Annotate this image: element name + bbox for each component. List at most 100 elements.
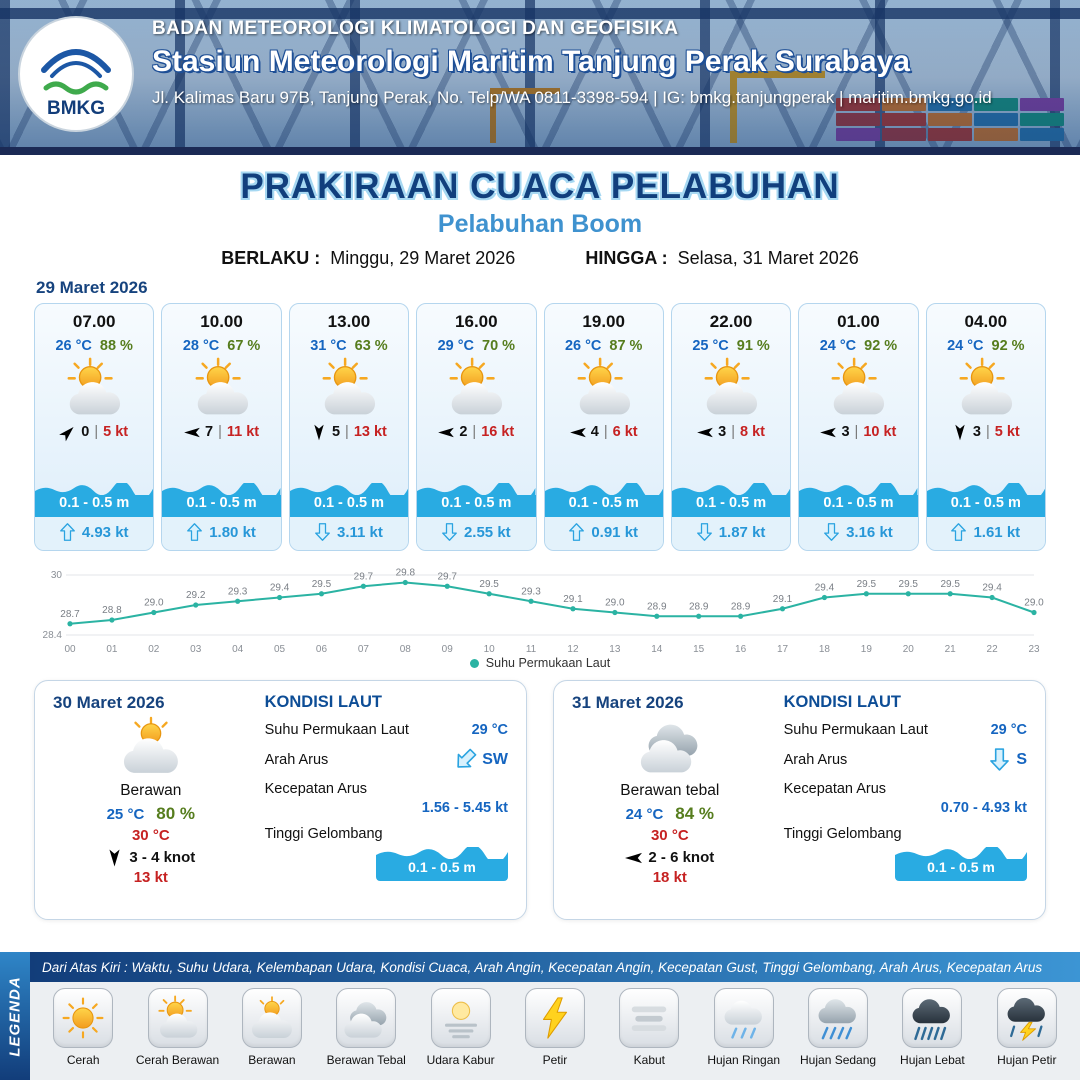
air-temperature: 26 °C: [564, 338, 602, 354]
air-temperature: 28 °C: [182, 338, 220, 354]
svg-text:28.8: 28.8: [102, 605, 122, 616]
wind-row: 5 | 13 kt: [311, 424, 387, 440]
port-name: Pelabuhan Boom: [437, 210, 643, 238]
gust-speed: 13 kt: [133, 869, 168, 886]
svg-text:18: 18: [819, 644, 831, 655]
legend-item: Berawan Tebal: [320, 988, 412, 1067]
wave-height: 0.1 - 0.5 m: [671, 495, 791, 517]
svg-text:29.7: 29.7: [354, 571, 374, 582]
forecast-cards-row: 07.00 26 °C 88 % 0 | 5 kt 0.1 - 0.5 m 4.…: [0, 303, 1080, 551]
legend-item: Cerah: [37, 988, 129, 1067]
sea-condition-title: KONDISI LAUT: [783, 693, 901, 711]
weather-icon: [155, 995, 201, 1041]
current-direction-arrow-icon: [442, 523, 457, 541]
svg-text:17: 17: [777, 644, 789, 655]
forecast-card: 10.00 28 °C 67 % 7 | 11 kt 0.1 - 0.5 m 1…: [161, 303, 282, 551]
forecast-time: 22.00: [709, 312, 753, 331]
svg-text:30: 30: [51, 570, 63, 581]
wind-direction-arrow-icon: [570, 427, 586, 438]
svg-text:28.7: 28.7: [60, 609, 80, 620]
container-stack-illustration: [836, 98, 1068, 141]
divider: |: [345, 424, 349, 440]
svg-text:29.3: 29.3: [521, 586, 541, 597]
max-temperature: 30 °C: [131, 827, 170, 844]
gust-speed: 5 kt: [994, 424, 1020, 440]
bmkg-logo: BMKG: [18, 16, 134, 132]
forecast-time: 01.00: [837, 312, 880, 331]
legend-item-label: Cerah Berawan: [135, 1053, 220, 1067]
wind-speed: 5: [331, 424, 341, 440]
validity-from-value: Minggu, 29 Maret 2026: [330, 248, 516, 268]
sst-label: Suhu Permukaan Laut: [783, 722, 928, 738]
svg-text:21: 21: [945, 644, 957, 655]
legend-items-row: Cerah Cerah Berawan Berawan Berawan Teba…: [30, 982, 1080, 1067]
wave-height: 0.1 - 0.5 m: [289, 495, 409, 517]
header-bottom-bar: [0, 147, 1080, 155]
svg-text:29.3: 29.3: [228, 586, 248, 597]
legend-icon-card: [713, 988, 774, 1048]
gust-speed: 11 kt: [226, 424, 260, 440]
wave-height: 0.1 - 0.5 m: [544, 495, 663, 517]
legend-icon-card: [902, 988, 963, 1048]
svg-text:29.5: 29.5: [857, 579, 877, 590]
sst-label: Suhu Permukaan Laut: [264, 722, 409, 738]
wind-row: 3 - 4 knot: [106, 849, 195, 866]
legend-item: Hujan Sedang: [792, 988, 884, 1067]
current-row: 2.55 kt: [417, 517, 536, 550]
wave-height: 0.1 - 0.5 m: [417, 495, 536, 517]
legend-icon-card: [996, 988, 1057, 1048]
forecast-card: 07.00 26 °C 88 % 0 | 5 kt 0.1 - 0.5 m 4.…: [34, 303, 155, 551]
legend-icon-card: [808, 988, 869, 1048]
current-speed: 3.16 kt: [846, 523, 893, 541]
legend-item-label: Berawan Tebal: [326, 1053, 406, 1067]
legend-item: Petir: [509, 988, 601, 1067]
legend-item-label: Hujan Lebat: [900, 1053, 965, 1067]
weather-icon: [827, 357, 889, 419]
current-direction-value: S: [1016, 750, 1027, 768]
wind-row: 0 | 5 kt: [60, 424, 128, 440]
legend-item-label: Udara Kabur: [426, 1053, 495, 1067]
org-name: BADAN METEOROLOGI KLIMATOLOGI DAN GEOFIS…: [152, 18, 679, 39]
svg-text:29.5: 29.5: [899, 579, 919, 590]
wave-section: 0.1 - 0.5 m: [289, 483, 409, 517]
humidity-value: 92 %: [991, 338, 1025, 354]
air-temperature: 29 °C: [437, 338, 474, 354]
legend-item: Berawan: [226, 988, 318, 1067]
forecast-card: 01.00 24 °C 92 % 3 | 10 kt 0.1 - 0.5 m 3…: [798, 303, 919, 551]
weather-icon: [721, 995, 767, 1041]
legend-item: Hujan Ringan: [698, 988, 790, 1067]
weather-icon: [343, 995, 389, 1041]
bmkg-logo-text: BMKG: [47, 98, 105, 119]
legend-item-label: Berawan: [248, 1053, 296, 1067]
sst-chart-wrap: 30 28.4 28.7 00 28.8 01 29.0 02 29.2 03 29.3 04 29.4…: [28, 559, 1052, 671]
humidity-value: 92 %: [864, 338, 898, 354]
current-speed-value: 1.56 - 5.45 kt: [421, 800, 508, 816]
svg-text:29.0: 29.0: [1024, 598, 1044, 609]
wave-crest-icon: [417, 483, 536, 495]
wind-direction-arrow-icon: [697, 427, 713, 438]
current-direction-arrow-icon: [697, 523, 712, 541]
current-direction-label: Arah Arus: [783, 751, 848, 768]
forecast-time: 13.00: [327, 312, 371, 331]
divider: |: [603, 424, 608, 440]
daily-panel-30: 30 Maret 2026 Berawan 25 °C 80 % 30 °C 3…: [34, 680, 527, 920]
gust-speed: 6 kt: [612, 424, 638, 440]
wave-crest-icon: [544, 483, 663, 495]
humidity-value: 63 %: [354, 338, 388, 354]
wave-height-graphic: 0.1 - 0.5 m: [376, 847, 508, 881]
wind-row: 2 - 6 knot: [625, 849, 714, 866]
wind-direction-arrow-icon: [954, 424, 965, 440]
legend-item-label: Kabut: [633, 1053, 665, 1067]
divider: |: [472, 424, 477, 440]
humidity-value: 91 %: [736, 338, 770, 354]
wave-height-value: 0.1 - 0.5 m: [895, 859, 1027, 881]
divider: |: [854, 424, 859, 440]
crane-illustration-2: [490, 88, 560, 143]
legend-item-label: Hujan Ringan: [707, 1053, 781, 1067]
crane-illustration: [730, 71, 825, 143]
current-row: 0.91 kt: [544, 517, 663, 550]
svg-text:03: 03: [190, 644, 202, 655]
legend-section: LEGENDA Dari Atas Kiri : Waktu, Suhu Uda…: [0, 952, 1080, 1080]
station-name: Stasiun Meteorologi Maritim Tanjung Pera…: [152, 45, 910, 78]
forecast-time: 04.00: [964, 312, 1008, 331]
